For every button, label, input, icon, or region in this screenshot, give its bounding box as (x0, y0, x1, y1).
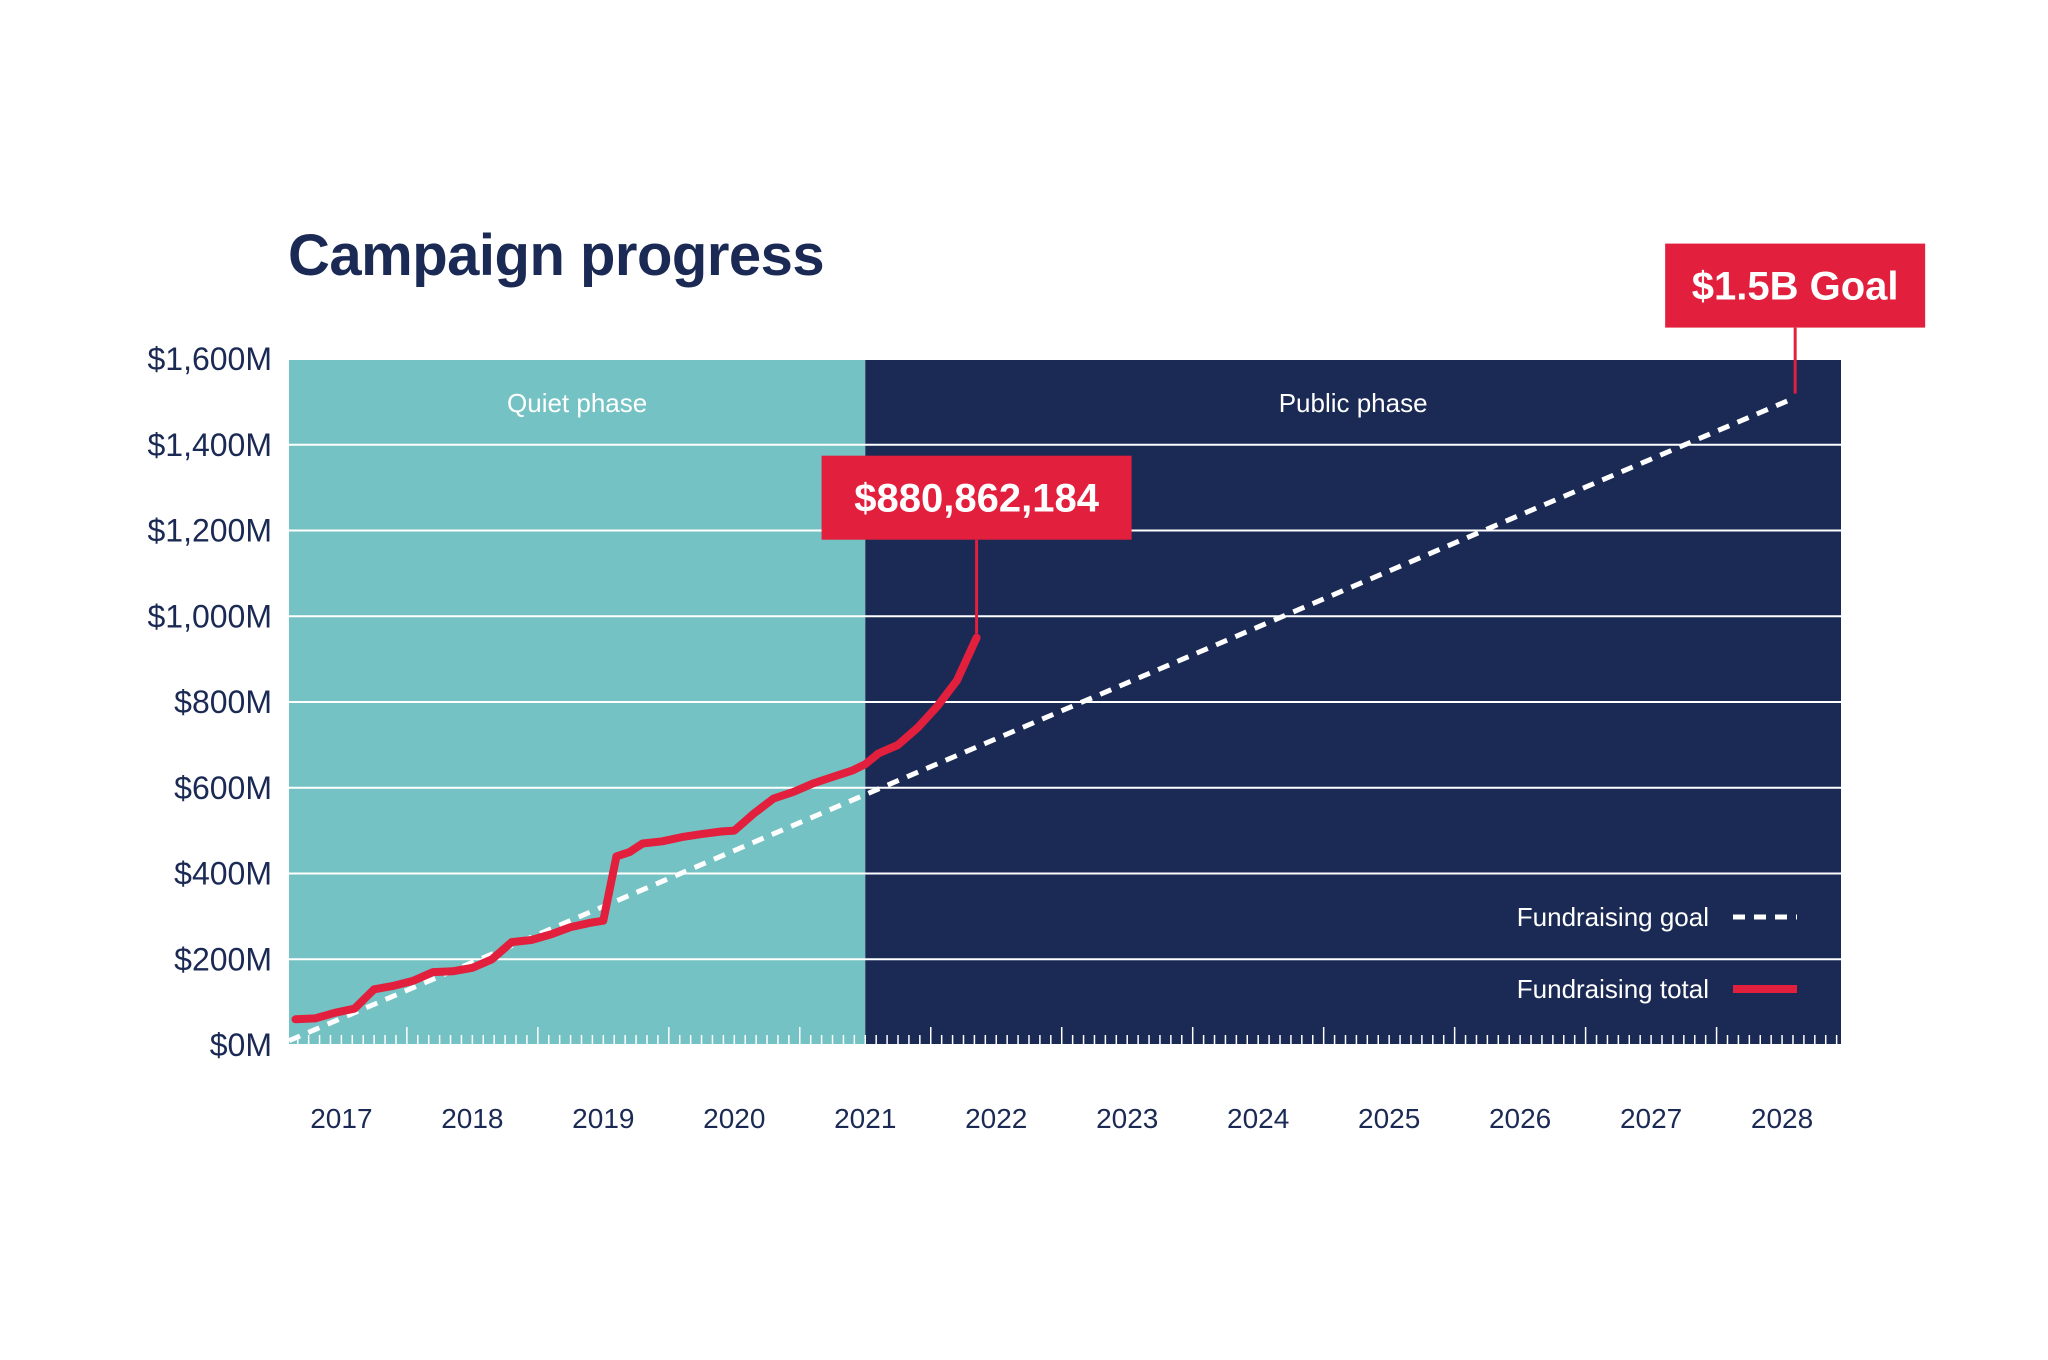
x-tick-label: 2017 (310, 1103, 372, 1134)
x-axis-labels: 2017 2018 2019 2020 2021 2022 2023 2024 2025 2026… (310, 1103, 1813, 1134)
y-tick-label: $1,200M (147, 513, 272, 549)
gridlines (289, 358, 1841, 1046)
y-tick-label: $0M (210, 1027, 272, 1063)
y-tick-label: $800M (174, 684, 272, 720)
y-axis-labels: $0M $200M $400M $600M $800M $1,000M $1,200M $1,… (147, 341, 272, 1063)
callout-box (1665, 243, 1926, 328)
y-tick-label: $1,600M (147, 341, 272, 377)
x-minor-ticks (296, 1027, 1838, 1045)
x-tick-label: 2018 (441, 1103, 503, 1134)
legend-label-fundraising-goal: Fundraising goal (1517, 902, 1709, 932)
x-tick-label: 2019 (572, 1103, 634, 1134)
y-tick-label: $400M (174, 856, 272, 892)
x-tick-label: 2020 (703, 1103, 765, 1134)
phase-label-public-phase: Public phase (1279, 388, 1428, 418)
x-tick-label: 2024 (1227, 1103, 1289, 1134)
y-tick-label: $600M (174, 770, 272, 806)
legend: Fundraising goal Fundraising total (1517, 902, 1797, 1004)
callouts: $880,862,184 $1.5B Goal (821, 243, 1926, 634)
y-tick-label: $1,000M (147, 598, 272, 634)
x-tick-label: 2023 (1096, 1103, 1158, 1134)
x-tick-label: 2021 (834, 1103, 896, 1134)
x-tick-label: 2022 (965, 1103, 1027, 1134)
y-tick-label: $1,400M (147, 427, 272, 463)
callout-label: $880,862,184 (854, 477, 1099, 521)
series-lines (288, 395, 1797, 1043)
x-tick-label: 2028 (1751, 1103, 1813, 1134)
y-tick-label: $200M (174, 941, 272, 977)
callout-box (821, 455, 1132, 540)
x-tick-label: 2026 (1489, 1103, 1551, 1134)
x-tick-label: 2027 (1620, 1103, 1682, 1134)
chart-title: Campaign progress (288, 223, 825, 288)
series-line-fundraising-total (291, 633, 981, 1024)
phase-label-quiet-phase: Quiet phase (507, 388, 647, 418)
legend-label-fundraising-total: Fundraising total (1517, 974, 1709, 1004)
callout-label: $1.5B Goal (1692, 265, 1899, 309)
x-tick-label: 2025 (1358, 1103, 1420, 1134)
